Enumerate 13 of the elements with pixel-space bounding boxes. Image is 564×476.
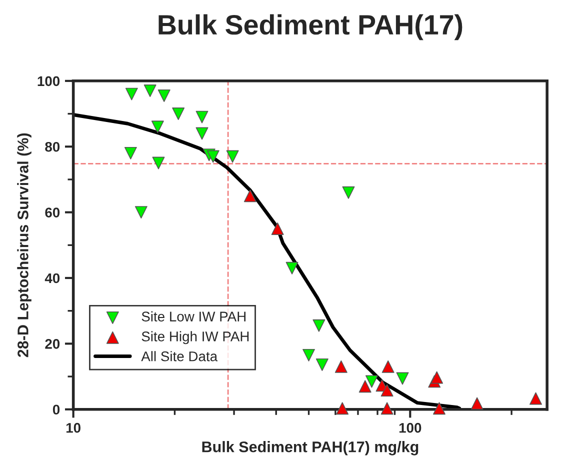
legend-label: Site High IW PAH <box>142 331 249 344</box>
y-tick-label: 100 <box>38 76 60 86</box>
legend-label: All Site Data <box>141 351 218 362</box>
y-tick-label: 20 <box>45 339 60 349</box>
legend-label: Site Low IW PAH <box>142 311 246 322</box>
y-tick-label: 80 <box>45 142 60 152</box>
y-tick-label: 60 <box>45 208 60 218</box>
y-tick-label: 40 <box>44 273 60 284</box>
chart-title: Bulk Sediment PAH(17) <box>158 14 462 40</box>
y-axis-title: 28-D Leptocheirus Survival (%) <box>17 133 32 358</box>
x-axis-title: Bulk Sediment PAH(17) mg/kg <box>202 441 418 456</box>
x-tick-label: 10 <box>66 422 80 433</box>
y-tick-label: 0 <box>52 404 60 415</box>
